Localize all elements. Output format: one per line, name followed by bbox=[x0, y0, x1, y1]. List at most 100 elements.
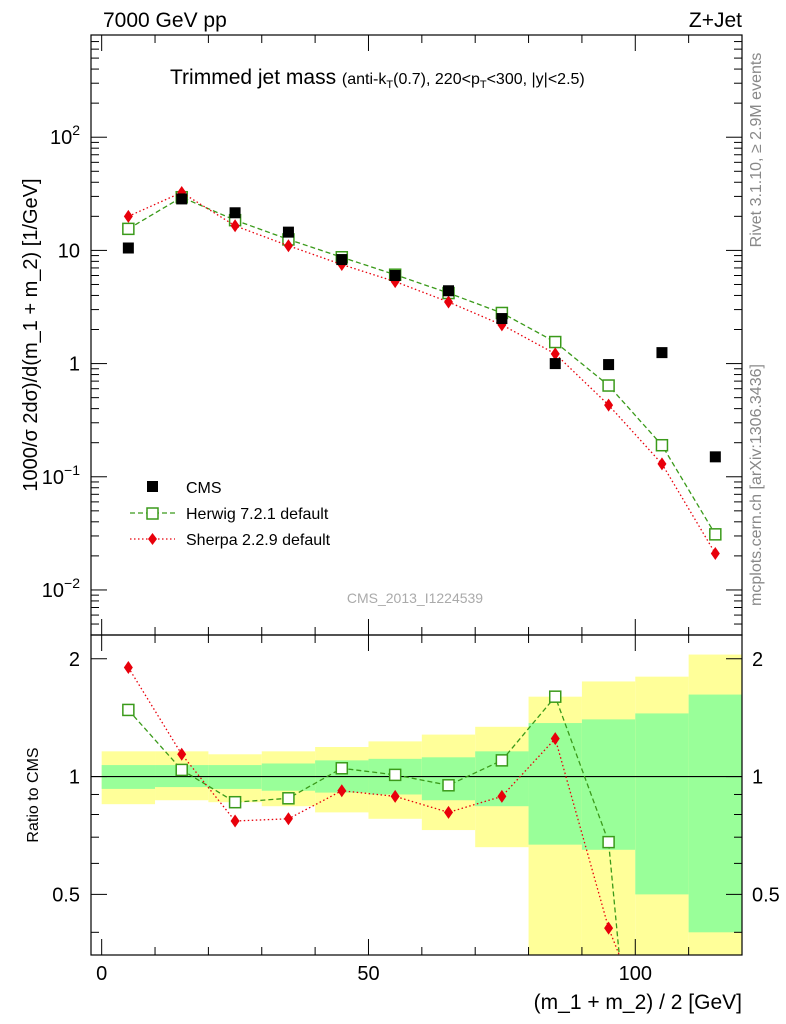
main-point-herwig-10 bbox=[655, 438, 669, 452]
main-y-tick-label: 10 bbox=[58, 240, 80, 262]
mcplots-label: mcplots.cern.ch [arXiv:1306.3436] bbox=[748, 364, 765, 606]
main-point-cms-11 bbox=[709, 451, 721, 463]
main-point-cms-1 bbox=[176, 193, 188, 205]
ratio-point-herwig-0 bbox=[122, 703, 135, 717]
ratio-y-tick-label-left: 1 bbox=[69, 767, 80, 789]
ratio-y-tick-label-right: 0.5 bbox=[752, 884, 780, 906]
ratio-axes bbox=[90, 634, 743, 956]
main-point-sherpa-11 bbox=[710, 546, 720, 560]
main-point-cms-8 bbox=[549, 358, 561, 370]
main-y-tick-label: 102 bbox=[50, 122, 80, 149]
main-title-sub-mid: (0.7), 220<p bbox=[393, 71, 480, 88]
legend-entry-sherpa: Sherpa 2.2.9 default bbox=[130, 532, 331, 549]
main-point-sherpa-10 bbox=[657, 457, 667, 471]
ratio-y-tick-label-left: 0.5 bbox=[52, 884, 80, 906]
main-y-tick-label: 10−2 bbox=[42, 575, 80, 602]
main-point-cms-6 bbox=[443, 285, 455, 297]
legend-marker-herwig bbox=[146, 507, 159, 520]
ratio-bands bbox=[101, 654, 742, 955]
ratio-point-herwig-2 bbox=[228, 795, 242, 809]
ratio-point-herwig-3 bbox=[282, 792, 295, 805]
main-point-cms-7 bbox=[496, 313, 508, 325]
ratio-line-herwig bbox=[127, 695, 620, 956]
ratio-band-inner bbox=[421, 757, 476, 801]
ratio-y-tick-label-right: 1 bbox=[752, 767, 763, 789]
ratio-point-sherpa-1 bbox=[177, 747, 187, 761]
main-line-sherpa bbox=[128, 191, 716, 554]
legend-label-herwig: Herwig 7.2.1 default bbox=[186, 506, 329, 523]
header-process: Z+Jet bbox=[689, 9, 742, 32]
main-point-sherpa-9 bbox=[604, 398, 614, 412]
main-title-sub-pre: (anti-k bbox=[342, 71, 387, 88]
main-point-sherpa-2 bbox=[230, 219, 240, 233]
main-title-sub-t2: T bbox=[480, 79, 487, 91]
legend-label-sherpa: Sherpa 2.2.9 default bbox=[186, 532, 331, 549]
ratio-frame bbox=[90, 634, 743, 956]
ratio-band-inner bbox=[635, 713, 689, 895]
main-point-cms-10 bbox=[656, 347, 668, 359]
main-point-cms-3 bbox=[282, 226, 294, 238]
x-axis-label: (m_1 + m_2) / 2 [GeV] bbox=[534, 991, 742, 1014]
main-series-group bbox=[122, 185, 722, 560]
main-panel: Trimmed jet mass (anti-kT(0.7), 220<pT<3… bbox=[20, 34, 743, 636]
ratio-band-inner bbox=[688, 694, 742, 933]
ratio-point-herwig-6 bbox=[442, 779, 455, 792]
ratio-panel: 0.5 0.5 1 1 2 2 0 50 100 Ratio to CMS (m_1 + m_2… bbox=[25, 634, 780, 1014]
ratio-point-herwig-7 bbox=[495, 754, 509, 767]
ratio-point-herwig-4 bbox=[335, 762, 349, 775]
main-point-cms-5 bbox=[389, 270, 401, 282]
main-point-sherpa-3 bbox=[283, 239, 293, 253]
svg-text:Trimmed jet mass (anti: Trimmed jet mass (anti-kT(0.7), 220<pT<3… bbox=[170, 66, 585, 91]
legend-entry-herwig: Herwig 7.2.1 default bbox=[130, 506, 329, 523]
ratio-y-tick-label-left: 2 bbox=[69, 649, 80, 671]
header-energy: 7000 GeV pp bbox=[103, 9, 227, 32]
main-point-herwig-9 bbox=[602, 379, 615, 392]
ratio-series-group bbox=[122, 660, 620, 956]
main-point-cms-2 bbox=[229, 207, 241, 219]
main-title-sub-t1: T bbox=[386, 79, 393, 91]
main-point-cms-4 bbox=[336, 254, 348, 266]
ratio-band-inner bbox=[581, 719, 636, 850]
x-tick-label: 0 bbox=[96, 963, 107, 985]
main-y-tick-label: 1 bbox=[69, 354, 80, 376]
legend: CMS Herwig 7.2.1 default Sherpa 2.2.9 de… bbox=[130, 480, 331, 549]
main-y-axis-label: 1000/σ 2dσ)/d(m_1 + m_2) [1/GeV] bbox=[20, 178, 42, 491]
ratio-point-herwig-5 bbox=[388, 768, 402, 782]
main-title: Trimmed jet mass (anti-kT(0.7), 220<pT<3… bbox=[170, 66, 585, 91]
ratio-point-sherpa-2 bbox=[230, 814, 240, 828]
rivet-label: Rivet 3.1.10, ≥ 2.9M events bbox=[748, 53, 765, 248]
main-line-herwig bbox=[128, 196, 716, 535]
ratio-point-sherpa-9 bbox=[604, 921, 614, 935]
ratio-point-herwig-8 bbox=[548, 690, 562, 703]
ratio-point-sherpa-6 bbox=[444, 805, 454, 819]
ratio-point-herwig-9 bbox=[602, 835, 615, 849]
main-point-herwig-11 bbox=[709, 528, 722, 541]
watermark: CMS_2013_I1224539 bbox=[347, 590, 483, 606]
main-point-herwig-0 bbox=[122, 222, 135, 236]
main-point-sherpa-0 bbox=[123, 209, 133, 223]
main-point-cms-0 bbox=[122, 242, 134, 254]
ratio-point-sherpa-3 bbox=[283, 812, 293, 826]
ratio-point-sherpa-8 bbox=[550, 732, 560, 746]
legend-marker-cms bbox=[147, 481, 158, 492]
legend-label-cms: CMS bbox=[186, 480, 222, 497]
ratio-point-sherpa-4 bbox=[337, 784, 347, 798]
main-point-sherpa-8 bbox=[550, 347, 560, 361]
main-y-tick-label: 10−1 bbox=[42, 462, 80, 489]
main-tick-labels: 102 10 1 10−1 10−2 bbox=[42, 122, 80, 602]
main-point-herwig-8 bbox=[548, 335, 562, 349]
ratio-point-sherpa-5 bbox=[390, 789, 400, 803]
ratio-y-tick-label-right: 2 bbox=[752, 649, 763, 671]
ratio-tick-labels: 0.5 0.5 1 1 2 2 0 50 100 bbox=[52, 649, 780, 985]
main-title-text: Trimmed jet mass bbox=[170, 66, 336, 89]
ratio-point-sherpa-0 bbox=[123, 660, 133, 674]
main-title-sub-post: <300, |y|<2.5) bbox=[487, 71, 585, 88]
main-point-sherpa-6 bbox=[444, 295, 454, 309]
x-tick-label: 100 bbox=[619, 963, 652, 985]
ratio-point-sherpa-7 bbox=[497, 789, 507, 803]
main-point-cms-9 bbox=[603, 359, 615, 371]
x-tick-label: 50 bbox=[357, 963, 379, 985]
legend-entry-cms: CMS bbox=[147, 480, 222, 497]
ratio-y-axis-label: Ratio to CMS bbox=[25, 747, 42, 842]
